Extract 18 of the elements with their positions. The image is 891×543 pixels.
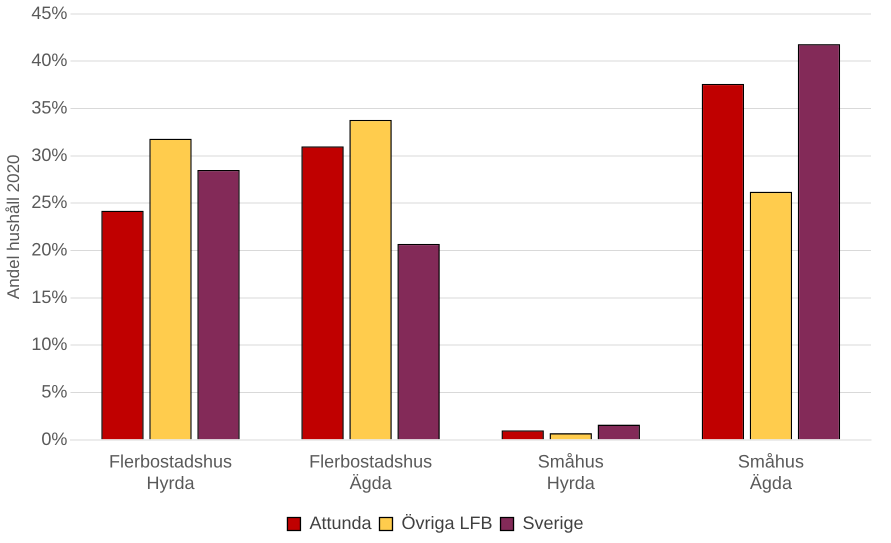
y-tick-label: 30% [31,144,68,165]
x-tick-label: Småhus Ägda [738,452,804,494]
x-tick-label: Flerbostadshus Ägda [309,452,432,494]
legend-label: Övriga LFB [401,512,493,533]
legend-label: Attunda [309,512,372,533]
y-tick-label: 0% [41,428,68,449]
x-tick-label: Flerbostadshus Hyrda [108,452,232,494]
y-tick-label: 15% [31,286,68,307]
y-tick-label: 25% [31,192,68,212]
y-tick-label: 20% [31,239,68,260]
y-axis-title: Andel hushåll 2020 [4,154,23,300]
y-tick-label: 35% [31,97,68,118]
y-tick-label: 5% [41,381,68,402]
y-tick-label: 10% [31,334,68,354]
y-tick-label: 40% [31,50,68,70]
x-tick-label: Småhus Hyrda [538,452,604,494]
legend-label: Sverige [522,512,584,533]
y-tick-label: 45% [31,2,68,23]
